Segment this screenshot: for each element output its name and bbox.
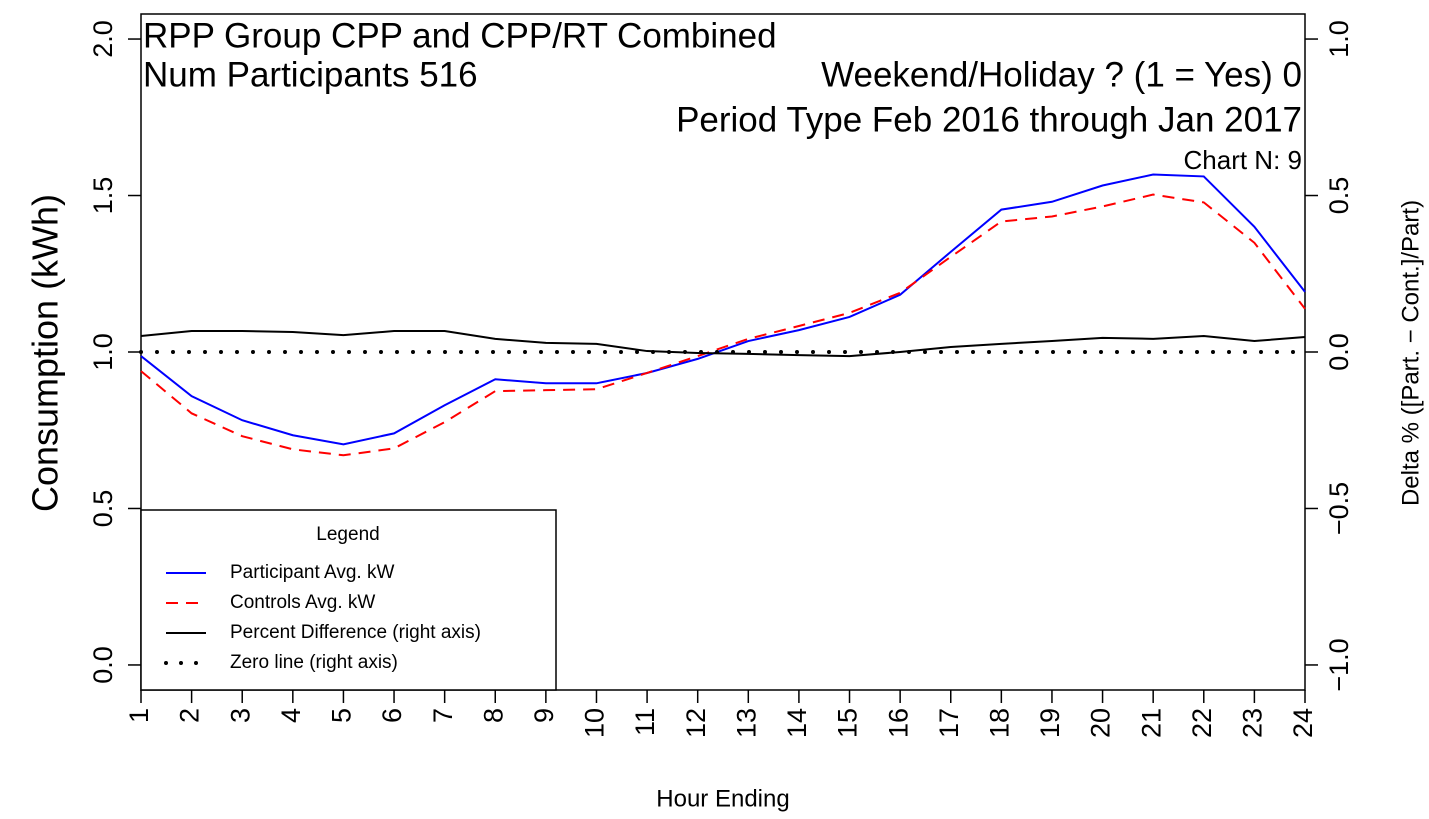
x-tick-label: 19 bbox=[1035, 708, 1065, 738]
x-tick-label: 2 bbox=[175, 708, 205, 723]
x-tick-label: 15 bbox=[833, 708, 863, 738]
legend-title: Legend bbox=[316, 524, 379, 545]
y-axis-label: Consumption (kWh) bbox=[25, 194, 66, 512]
x-tick-label: 23 bbox=[1238, 708, 1268, 738]
x-tick-label: 13 bbox=[731, 708, 761, 738]
x-tick-label: 10 bbox=[580, 708, 610, 738]
x-tick-label: 3 bbox=[225, 708, 255, 723]
y2-tick-label: 0.5 bbox=[1324, 177, 1354, 215]
x-tick-label: 16 bbox=[883, 708, 913, 738]
y-tick-label: 1.5 bbox=[88, 177, 118, 215]
x-tick-label: 11 bbox=[630, 708, 660, 736]
x-tick-label: 4 bbox=[276, 708, 306, 723]
y2-tick-label: −1.0 bbox=[1324, 638, 1354, 691]
x-axis-label: Hour Ending bbox=[656, 785, 789, 812]
x-tick-label: 8 bbox=[478, 708, 508, 723]
x-tick-label: 9 bbox=[529, 708, 559, 723]
x-tick-label: 14 bbox=[782, 708, 812, 738]
legend-label: Participant Avg. kW bbox=[230, 562, 394, 583]
y-tick-label: 0.0 bbox=[88, 646, 118, 684]
x-tick-label: 17 bbox=[934, 708, 964, 738]
y-tick-label: 0.5 bbox=[88, 490, 118, 528]
y2-tick-label: 0.0 bbox=[1324, 333, 1354, 371]
y-tick-label: 2.0 bbox=[88, 20, 118, 58]
x-tick-label: 18 bbox=[984, 708, 1014, 738]
chart-title: RPP Group CPP and CPP/RT Combined bbox=[143, 16, 777, 55]
y-tick-label: 1.0 bbox=[88, 333, 118, 371]
period-label: Period Type Feb 2016 through Jan 2017 bbox=[676, 100, 1302, 139]
x-tick-label: 22 bbox=[1187, 708, 1217, 738]
series-line bbox=[140, 193, 1306, 457]
series-line bbox=[140, 330, 1306, 358]
x-tick-label: 6 bbox=[377, 708, 407, 723]
x-tick-label: 21 bbox=[1136, 708, 1166, 738]
legend-label: Percent Difference (right axis) bbox=[230, 622, 481, 643]
x-tick-label: 1 bbox=[124, 708, 154, 723]
y2-tick-label: 1.0 bbox=[1324, 20, 1354, 58]
y2-tick-label: −0.5 bbox=[1324, 482, 1354, 535]
legend-box bbox=[140, 509, 557, 691]
series-line bbox=[140, 173, 1306, 446]
x-tick-label: 7 bbox=[428, 708, 458, 723]
participants-label: Num Participants 516 bbox=[143, 55, 478, 94]
y2-axis-label: Delta % ([Part. − Cont.]/Part) bbox=[1397, 200, 1424, 506]
legend-label: Zero line (right axis) bbox=[230, 652, 398, 673]
chart-n-label: Chart N: 9 bbox=[1184, 145, 1303, 175]
legend-label: Controls Avg. kW bbox=[230, 592, 375, 613]
weekend-label: Weekend/Holiday ? (1 = Yes) 0 bbox=[821, 55, 1302, 94]
x-tick-label: 12 bbox=[681, 708, 711, 738]
x-tick-label: 5 bbox=[327, 708, 357, 723]
x-tick-label: 20 bbox=[1086, 708, 1116, 738]
x-tick-label: 24 bbox=[1288, 708, 1318, 738]
